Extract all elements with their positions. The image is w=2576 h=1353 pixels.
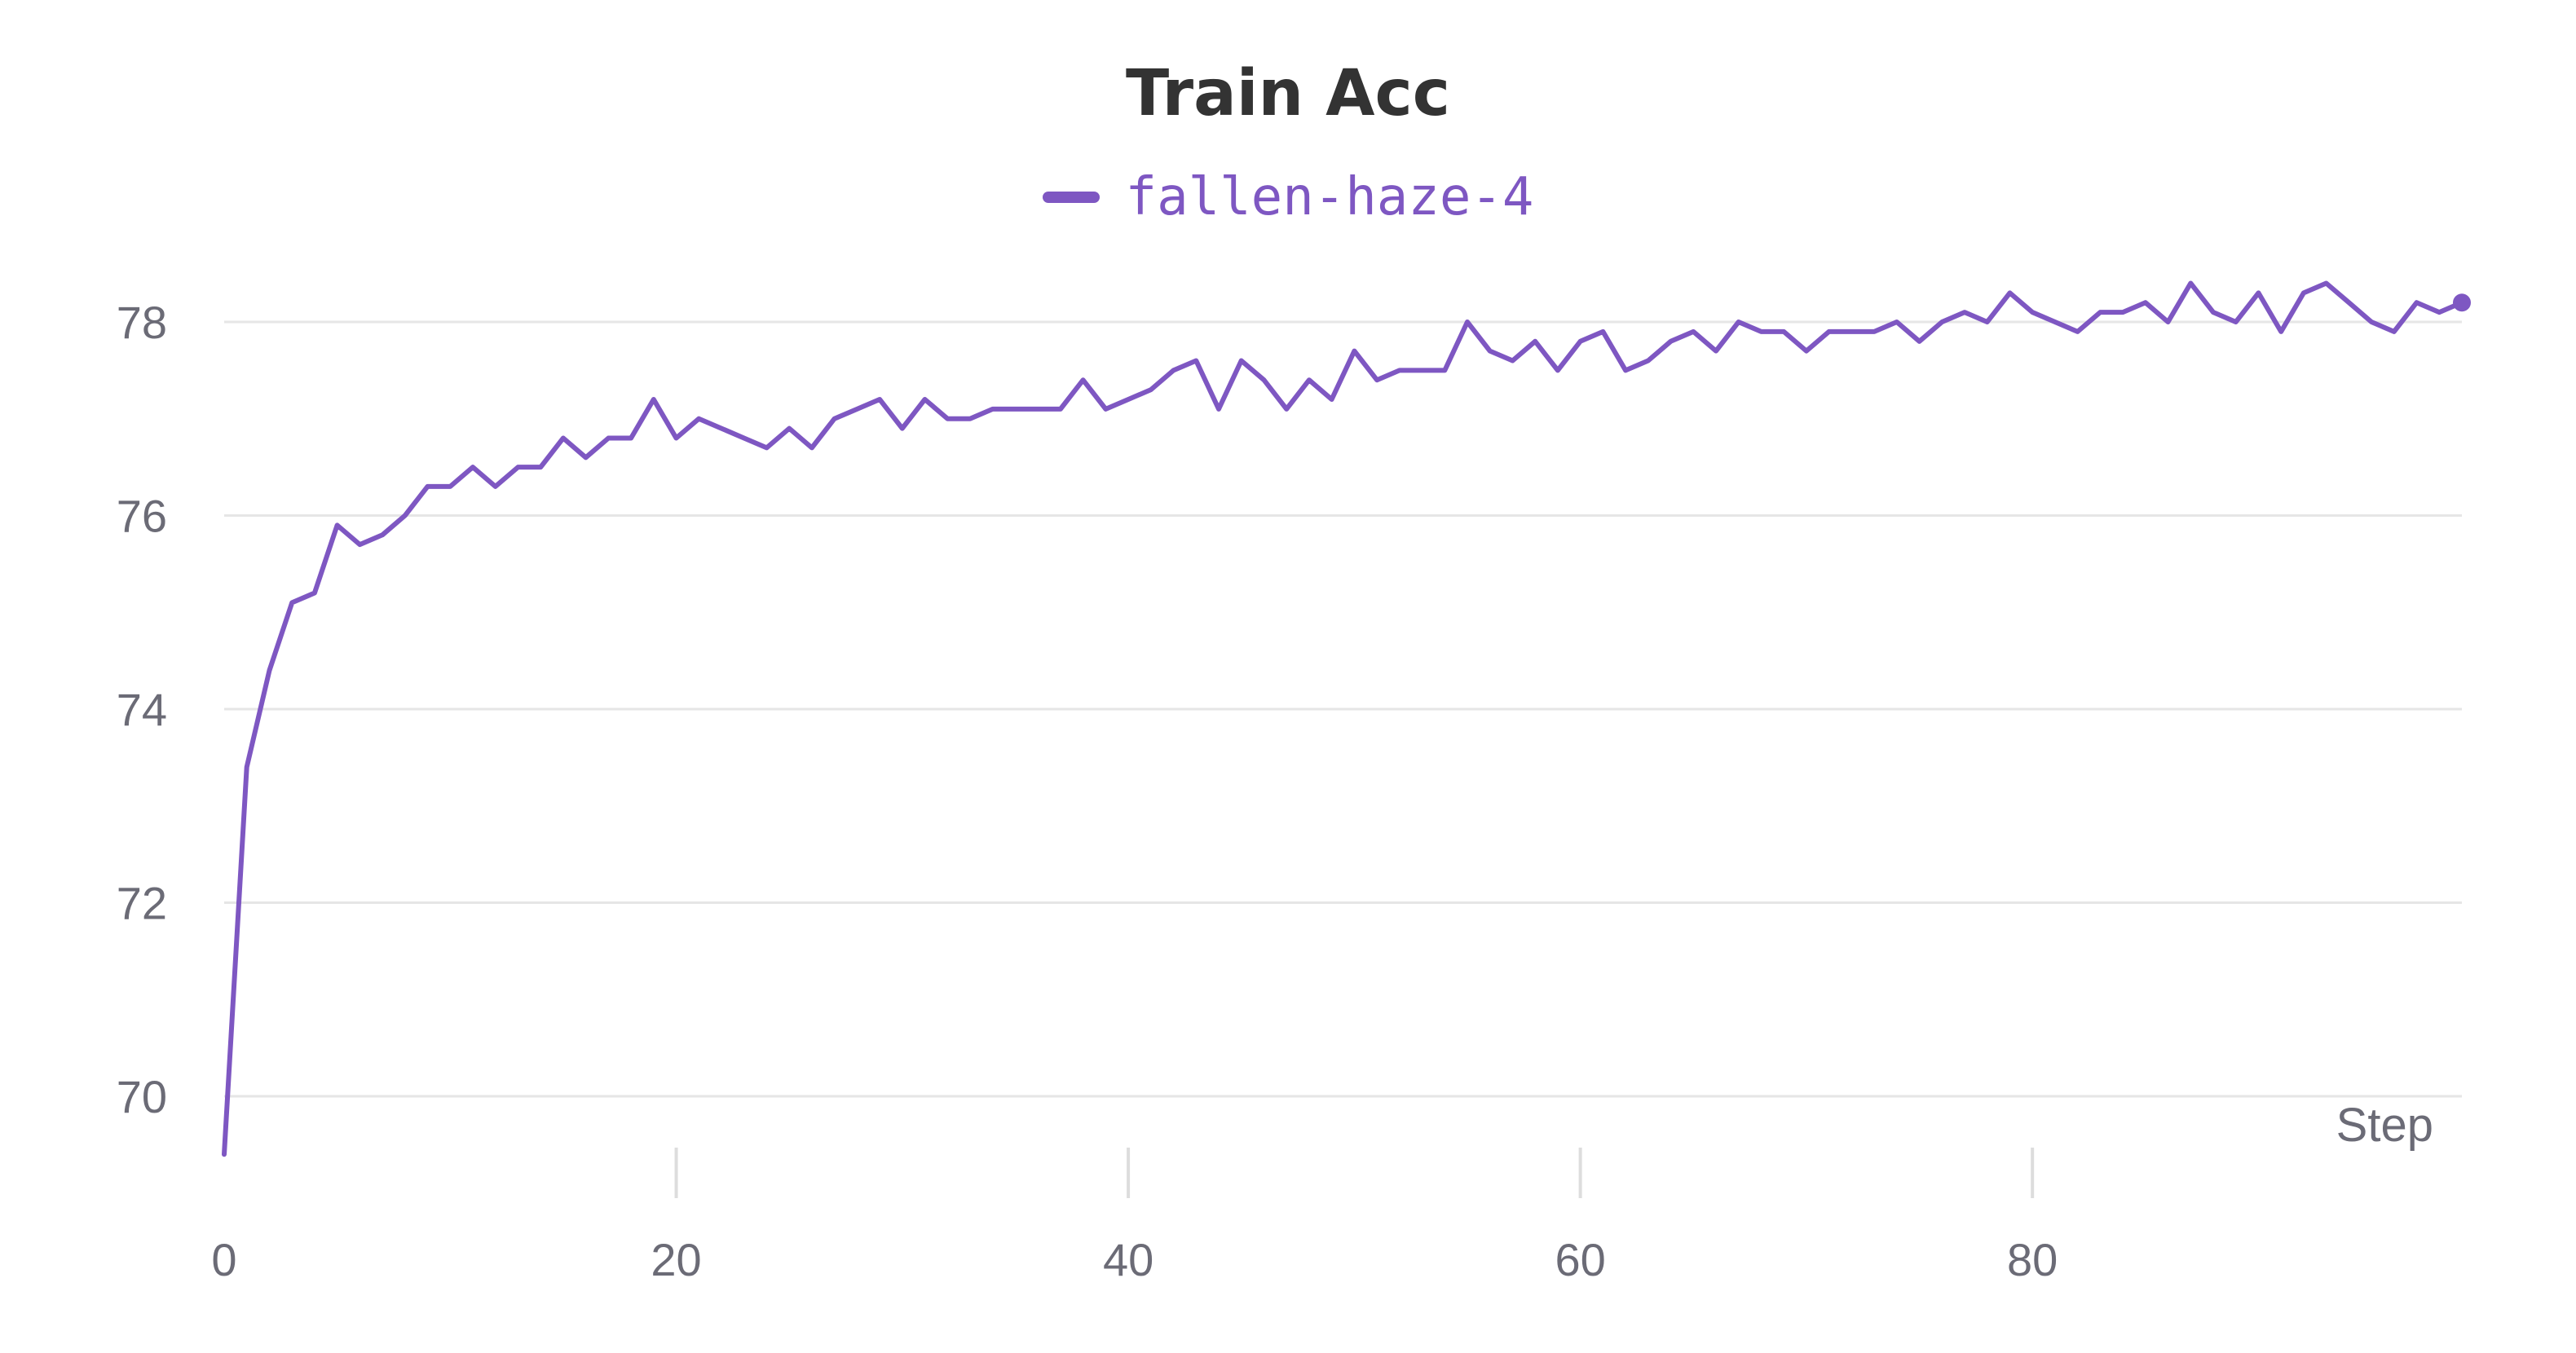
y-axis-ticks: 70 72 74 76 78 <box>117 297 167 1122</box>
x-tick-label-40: 40 <box>1103 1234 1153 1285</box>
x-tick-label-0: 0 <box>211 1234 236 1285</box>
grid-lines <box>224 320 2462 1098</box>
legend[interactable]: fallen-haze-4 <box>0 167 2576 227</box>
y-tick-label-70: 70 <box>117 1071 167 1122</box>
x-axis-ticks: 0 20 40 60 80 <box>211 1148 2058 1285</box>
x-tick-label-80: 80 <box>2007 1234 2058 1285</box>
y-tick-label-72: 72 <box>117 878 167 929</box>
x-tick-label-20: 20 <box>651 1234 701 1285</box>
y-tick-label-76: 76 <box>117 491 167 542</box>
y-tick-label-78: 78 <box>117 297 167 348</box>
series-end-point <box>2453 293 2471 312</box>
legend-label-fallen-haze-4: fallen-haze-4 <box>1125 167 1534 227</box>
series-line-fallen-haze-4 <box>222 280 2464 1157</box>
x-tick-label-60: 60 <box>1555 1234 1605 1285</box>
y-tick-label-74: 74 <box>117 684 167 735</box>
x-axis-label: Step <box>2336 1099 2433 1152</box>
legend-swatch <box>1042 192 1100 203</box>
chart-title: Train Acc <box>1126 57 1450 130</box>
